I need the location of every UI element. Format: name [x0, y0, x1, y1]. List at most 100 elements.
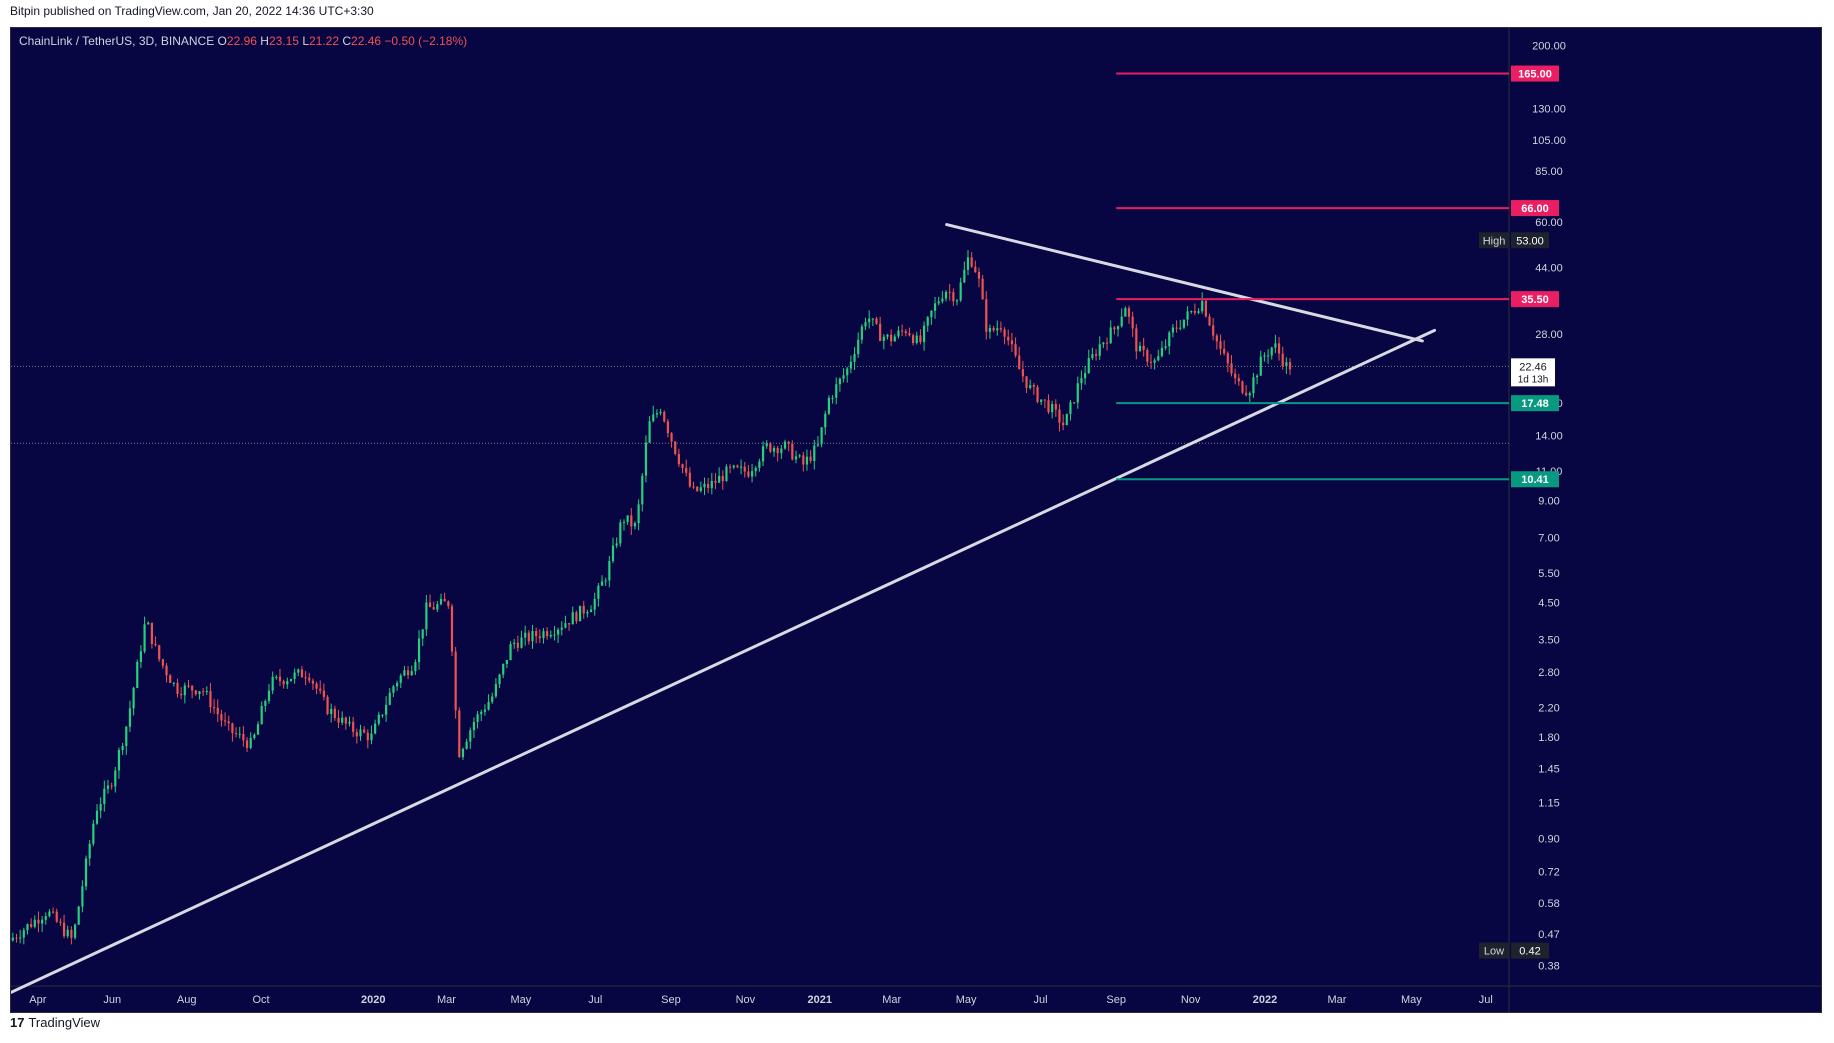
- candle-body: [652, 414, 655, 422]
- candle-body: [604, 580, 607, 582]
- y-tick-label: 105.00: [1532, 135, 1566, 147]
- y-tick-label: 200.00: [1532, 40, 1566, 52]
- candle-body: [736, 465, 739, 468]
- candle-body: [509, 643, 512, 661]
- candle-body: [125, 726, 128, 747]
- candle-body: [267, 690, 271, 702]
- tradingview-brand: TradingView: [28, 1015, 101, 1030]
- x-tick-label: Jul: [1479, 994, 1493, 1006]
- candle-body: [765, 443, 768, 447]
- candle-body: [194, 690, 197, 695]
- candle-body: [637, 504, 640, 524]
- candle-body: [838, 378, 841, 385]
- candle-body: [992, 328, 995, 331]
- resistance-1-price-tag: [1511, 65, 1559, 82]
- candle-body: [352, 721, 355, 733]
- candle-body: [1080, 378, 1083, 384]
- candle-body: [293, 672, 296, 679]
- candle-body: [750, 471, 754, 477]
- candle-body: [395, 682, 399, 687]
- candle-body: [282, 681, 285, 685]
- candle-body: [275, 676, 278, 678]
- y-tick-label: 1.80: [1538, 732, 1559, 744]
- x-tick-label: Sep: [661, 994, 681, 1006]
- candle-body: [542, 631, 545, 639]
- candle-body: [1065, 413, 1068, 426]
- candle-body: [791, 443, 794, 460]
- candle-body: [538, 636, 541, 639]
- candle-body: [289, 678, 293, 682]
- candle-body: [831, 397, 834, 399]
- candle-body: [202, 691, 205, 693]
- candle-body: [1179, 327, 1182, 329]
- candle-body: [11, 937, 14, 941]
- y-tick-label: 9.00: [1538, 496, 1559, 508]
- candle-body: [941, 298, 944, 302]
- candle-body: [703, 483, 706, 488]
- candle-body: [425, 602, 428, 630]
- price-chart[interactable]: 200.00 130.00 105.00 85.00 60.00 44.00 28.00 17…: [11, 28, 1821, 1012]
- candle-body: [22, 930, 25, 938]
- support-2-price-tag: [1511, 471, 1559, 488]
- candle-body: [253, 734, 256, 739]
- candle-body: [1168, 332, 1171, 347]
- candle-body: [743, 466, 746, 472]
- candle-body: [886, 334, 889, 337]
- candle-body: [670, 433, 673, 442]
- candle-body: [1120, 316, 1123, 327]
- candle-body: [937, 301, 940, 304]
- candle-body: [227, 721, 230, 724]
- candle-body: [904, 331, 907, 334]
- candle-body: [589, 609, 593, 613]
- high-marker-label-bg: [1479, 232, 1509, 249]
- candle-body: [399, 675, 402, 683]
- x-tick-label: Sep: [1106, 994, 1126, 1006]
- candle-body: [769, 443, 772, 452]
- candle-body: [483, 709, 487, 712]
- candle-body: [871, 318, 874, 320]
- low-marker-label-bg: [1479, 942, 1509, 959]
- candle-body: [1116, 326, 1120, 330]
- candle-body: [666, 421, 669, 434]
- candle-body: [948, 291, 951, 293]
- low-marker-label: Low: [1484, 946, 1504, 958]
- candle-body: [1245, 392, 1248, 396]
- candle-body: [103, 788, 106, 805]
- candle-body: [674, 441, 677, 454]
- candle-body: [1087, 358, 1090, 374]
- candle-body: [469, 730, 472, 742]
- candle-body: [30, 924, 33, 927]
- candle-body: [472, 721, 476, 731]
- y-tick-label: 28.00: [1535, 329, 1563, 341]
- candle-body: [319, 688, 322, 691]
- candle-body: [421, 629, 424, 639]
- tradingview-logo-icon: 17: [10, 1015, 25, 1030]
- x-tick-label: Nov: [736, 994, 756, 1006]
- candle-body: [1032, 385, 1035, 387]
- candle-body: [330, 708, 333, 715]
- chart-area[interactable]: 200.00 130.00 105.00 85.00 60.00 44.00 28.00 17…: [10, 27, 1822, 1013]
- candle-body: [322, 690, 325, 697]
- resistance-1-price-label: 165.00: [1518, 69, 1552, 81]
- candle-body: [1263, 355, 1266, 357]
- candle-body: [1043, 399, 1046, 401]
- candle-body: [249, 738, 252, 748]
- candle-body: [827, 397, 831, 414]
- x-tick-label: May: [511, 994, 532, 1006]
- candle-body: [981, 278, 984, 300]
- candle-body: [41, 919, 44, 924]
- candle-body: [1259, 356, 1262, 376]
- candle-body: [99, 804, 102, 811]
- candle-body: [944, 291, 948, 299]
- candle-body: [685, 467, 688, 473]
- candle-body: [278, 676, 282, 682]
- candle-body: [882, 336, 885, 341]
- candle-body: [88, 843, 91, 859]
- candle-body: [1094, 354, 1098, 356]
- candle-body: [820, 427, 823, 445]
- candle-body: [996, 328, 999, 331]
- tradingview-footer[interactable]: 17 TradingView: [10, 1015, 100, 1030]
- candle-body: [51, 911, 55, 913]
- x-tick-label: 2022: [1253, 994, 1277, 1006]
- candle-body: [535, 631, 538, 637]
